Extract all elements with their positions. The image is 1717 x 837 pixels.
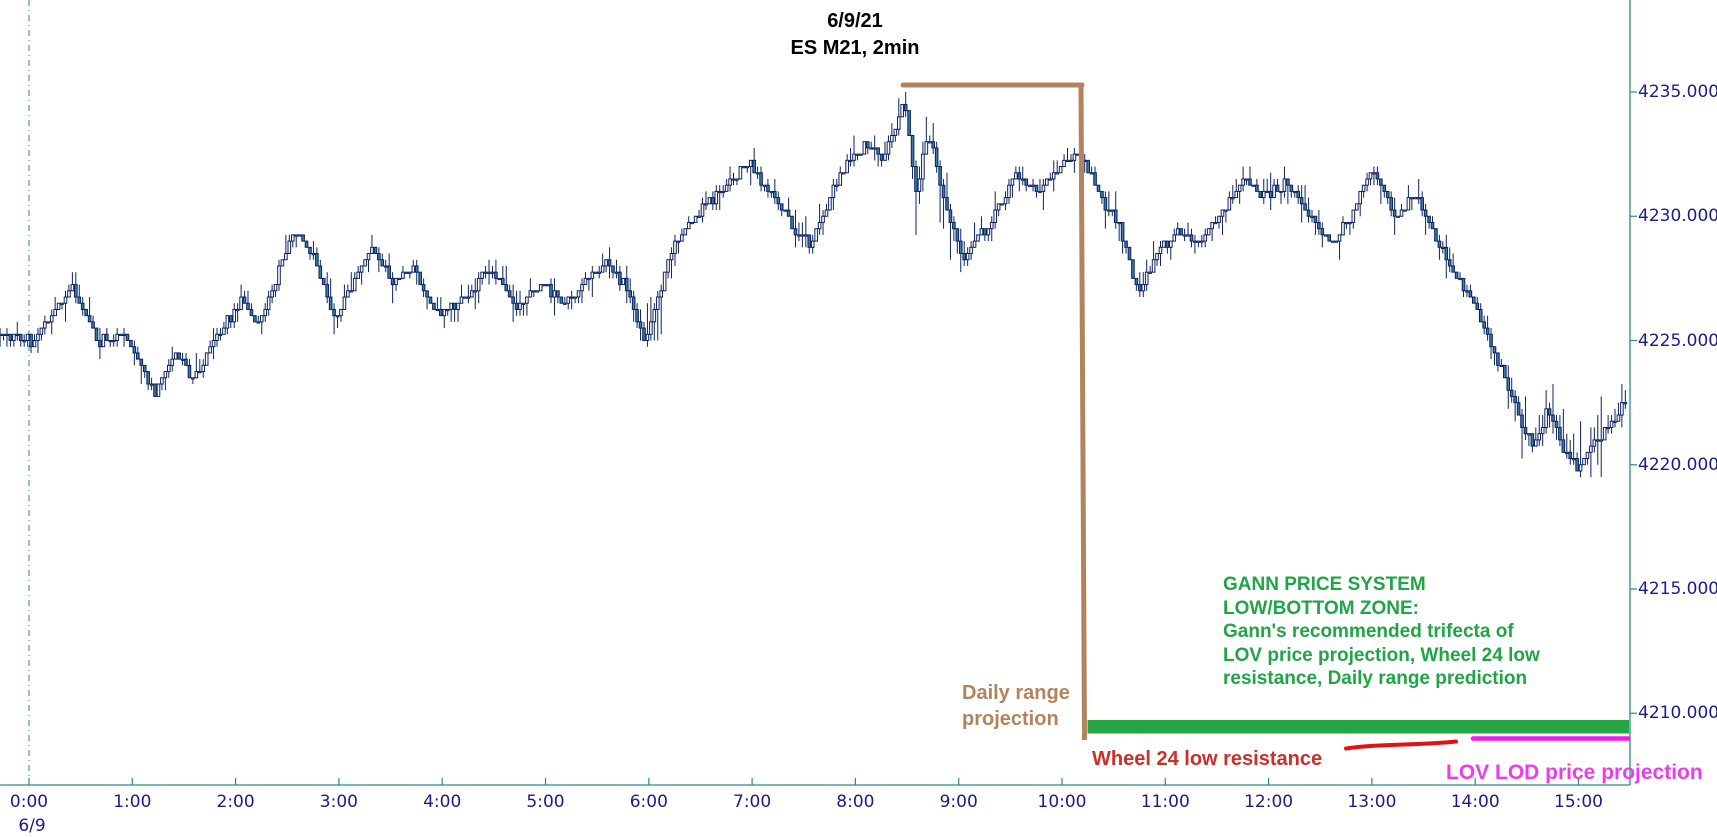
y-tick-label: 4230.0000 (1638, 206, 1717, 227)
x-tick-label: 3:00 (319, 792, 358, 812)
lov-lod-annotation: LOV LOD price projection (1446, 761, 1703, 784)
gann-zone-annotation: GANN PRICE SYSTEM LOW/BOTTOM ZONE: Gann'… (1223, 573, 1540, 691)
daily-range-annotation: Daily range projection (962, 680, 1070, 732)
x-tick-label: 8:00 (836, 792, 875, 812)
daily-range-line1: Daily range (962, 682, 1070, 704)
gann-zone-line2: LOW/BOTTOM ZONE: (1223, 597, 1419, 619)
y-tick-label: 4235.0000 (1638, 82, 1717, 102)
gann-zone-line5: resistance, Daily range prediction (1223, 668, 1528, 690)
gann-zone-line3: Gann's recommended trifecta of (1223, 621, 1514, 643)
x-tick-label: 4:00 (423, 792, 462, 812)
daily-range-line2: projection (962, 708, 1059, 730)
x-tick-label: 11:00 (1140, 792, 1190, 812)
y-tick-label: 4220.0000 (1638, 454, 1717, 475)
y-tick-label: 4225.0000 (1638, 330, 1717, 351)
x-tick-label: 13:00 (1347, 792, 1397, 812)
x-tick-label: 10:00 (1037, 792, 1087, 812)
gann-zone-line1: GANN PRICE SYSTEM (1223, 574, 1426, 595)
gann-zone-line4: LOV price projection, Wheel 24 low (1223, 644, 1540, 666)
x-tick-label: 15:00 (1554, 792, 1603, 812)
chart-title: 6/9/21 ES M21, 2min (655, 8, 1055, 62)
y-tick-label: 4210.0000 (1638, 703, 1717, 724)
x-tick-label: 14:00 (1450, 792, 1500, 812)
x-tick-label: 0:00 (9, 792, 49, 812)
x-tick-label: 9:00 (939, 792, 978, 812)
y-tick-label: 4215.0000 (1638, 579, 1717, 599)
chart-title-symbol: ES M21, 2min (790, 37, 920, 59)
session-date-label: 6/9 (18, 816, 46, 836)
x-tick-label: 12:00 (1244, 792, 1294, 812)
x-tick-label: 6:00 (629, 792, 668, 812)
x-tick-label: 1:00 (113, 792, 152, 812)
x-tick-label: 2:00 (216, 792, 255, 812)
wheel24-annotation: Wheel 24 low resistance (1092, 748, 1323, 770)
x-tick-label: 7:00 (733, 792, 772, 812)
x-tick-label: 5:00 (526, 792, 565, 812)
chart-title-date: 6/9/21 (827, 10, 883, 32)
